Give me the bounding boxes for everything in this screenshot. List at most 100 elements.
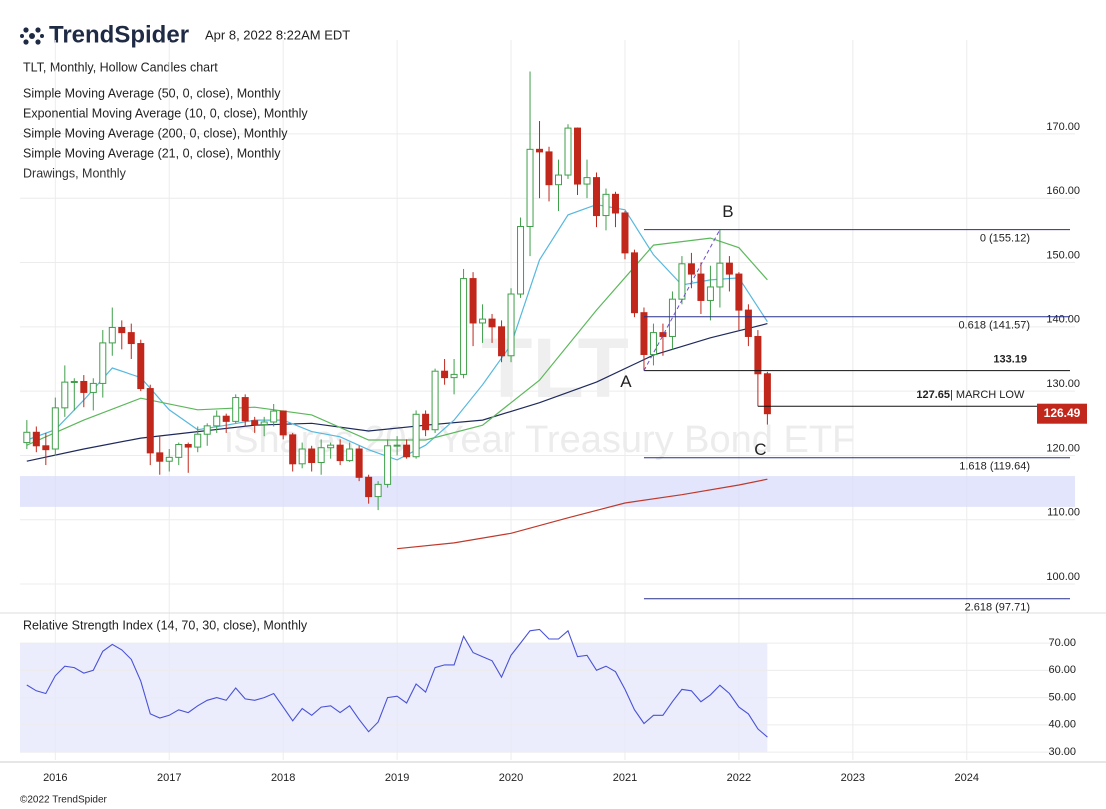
- candle-body: [602, 193, 610, 217]
- candle-body: [99, 342, 107, 384]
- candle-body: [279, 410, 287, 436]
- legend-entry: Simple Moving Average (21, 0, close), Mo…: [23, 146, 281, 160]
- candle-body: [127, 332, 135, 345]
- candle-body: [61, 381, 69, 409]
- candle-body: [118, 326, 126, 334]
- candle-body: [175, 444, 183, 458]
- candle-body: [194, 433, 202, 448]
- candle-body: [23, 431, 31, 444]
- last-price-box: [1037, 403, 1087, 424]
- candle-body: [355, 448, 363, 478]
- candle-body: [469, 278, 477, 324]
- candle-body: [222, 415, 230, 422]
- legend-entry: Simple Moving Average (200, 0, close), M…: [23, 126, 288, 140]
- candle-body: [498, 326, 506, 357]
- rsi-line: [26, 628, 768, 738]
- brand: TrendSpider: [49, 21, 189, 48]
- candle-body: [630, 252, 638, 314]
- candle-body: [479, 318, 487, 324]
- candle-body: [574, 127, 582, 185]
- y-tick-label: 170.00: [1046, 121, 1080, 133]
- fib-swing-line: [643, 229, 721, 371]
- candle-body: [412, 413, 420, 458]
- support-zone: [20, 476, 1075, 507]
- fib-label: 2.618 (97.71): [965, 602, 1030, 614]
- y-tick-label: 130.00: [1046, 378, 1080, 390]
- x-tick-label: 2021: [613, 772, 637, 784]
- candle-body: [393, 444, 401, 447]
- candle-body: [32, 431, 40, 447]
- candle-body: [450, 373, 458, 379]
- candle-body: [317, 447, 325, 464]
- candle-body: [308, 448, 316, 464]
- candle-body: [213, 415, 221, 427]
- candle-body: [241, 397, 249, 422]
- candle-body: [165, 456, 173, 462]
- legend-entry: Drawings, Monthly: [23, 166, 127, 180]
- y-tick-label: 40.00: [1048, 719, 1076, 731]
- candle-body: [526, 148, 534, 227]
- moving-average-line: [26, 237, 768, 446]
- candle-body: [697, 273, 705, 301]
- candle-body: [146, 388, 154, 454]
- y-tick-label: 100.00: [1046, 571, 1080, 583]
- chart-title: TLT, Monthly, Hollow Candles chart: [23, 60, 218, 74]
- candle-body: [460, 278, 468, 375]
- y-tick-label: 110.00: [1047, 507, 1080, 519]
- candle-body: [431, 370, 439, 431]
- candle-body: [488, 318, 496, 328]
- candle-body: [621, 212, 629, 254]
- candle-body: [611, 193, 619, 214]
- legend-entry: Simple Moving Average (50, 0, close), Mo…: [23, 86, 281, 100]
- candle-body: [270, 410, 278, 423]
- candle-body: [545, 151, 553, 186]
- candle-body: [763, 373, 771, 415]
- x-tick-label: 2022: [727, 772, 751, 784]
- candle-body: [517, 225, 525, 295]
- y-tick-label: 60.00: [1048, 664, 1076, 676]
- y-tick-label: 70.00: [1048, 637, 1076, 649]
- candle-body: [754, 335, 762, 375]
- timestamp: Apr 8, 2022 8:22AM EDT: [205, 27, 350, 42]
- level-label: 127.65: [916, 389, 950, 401]
- candle-body: [649, 332, 657, 355]
- candle-body: [744, 309, 752, 337]
- x-tick-label: 2023: [841, 772, 865, 784]
- candle-body: [42, 445, 50, 451]
- candle-body: [260, 421, 268, 426]
- watermark: TLT: [481, 321, 629, 415]
- candle-body: [725, 262, 733, 275]
- fib-label: 0 (155.12): [980, 232, 1030, 244]
- candle-body: [716, 262, 724, 288]
- y-tick-label: 120.00: [1046, 442, 1080, 454]
- x-tick-label: 2019: [385, 772, 409, 784]
- x-tick-label: 2024: [955, 772, 979, 784]
- candle-body: [137, 343, 145, 390]
- candle-body: [346, 448, 354, 462]
- candle-body: [232, 397, 240, 422]
- candle-body: [507, 293, 515, 357]
- level-note: | MARCH LOW: [950, 389, 1025, 401]
- candle-body: [156, 452, 164, 462]
- candle-body: [403, 444, 411, 458]
- candle-body: [365, 476, 373, 498]
- candle-body: [706, 286, 714, 301]
- y-tick-label: 150.00: [1046, 249, 1080, 261]
- candle-body: [51, 407, 59, 450]
- y-tick-label: 30.00: [1048, 746, 1076, 758]
- annotation-label: B: [722, 202, 733, 221]
- moving-average-line: [397, 478, 768, 550]
- rsi-title: Relative Strength Index (14, 70, 30, clo…: [23, 618, 308, 632]
- candle-body: [659, 332, 667, 337]
- y-tick-label: 140.00: [1046, 314, 1080, 326]
- footer: ©2022 TrendSpider: [20, 795, 108, 806]
- logo-icon: [20, 27, 44, 45]
- candle-body: [564, 127, 572, 176]
- candle-body: [374, 483, 382, 498]
- candle-body: [203, 425, 211, 435]
- y-tick-label: 50.00: [1048, 691, 1076, 703]
- candle-body: [687, 263, 695, 275]
- candle-body: [384, 445, 392, 485]
